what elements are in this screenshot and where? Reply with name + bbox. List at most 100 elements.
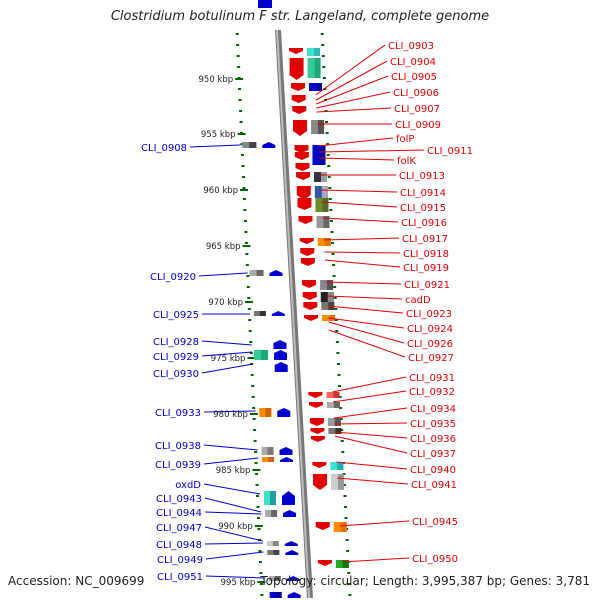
forward-gene-arrow: [303, 302, 318, 310]
gene-label-left: CLI_0947: [156, 523, 202, 534]
forward-gene-arrow: [289, 58, 304, 80]
gene-label-right: CLI_0931: [409, 373, 455, 384]
gene-feature-box-shade: [268, 457, 275, 462]
gene-feature-box-shade: [271, 510, 278, 517]
axis-highlight: [276, 29, 310, 599]
gene-feature-box: [258, 0, 272, 8]
gene-label-right: CLI_0909: [395, 120, 441, 131]
forward-gene-arrow: [304, 315, 319, 321]
reverse-gene-arrow: [277, 408, 291, 417]
leader-line-left: [203, 410, 256, 413]
gene-feature-box-shade: [333, 392, 340, 398]
reverse-gene-arrow: [271, 311, 285, 316]
forward-gene-arrow: [294, 145, 309, 153]
reverse-gene-arrow: [280, 457, 294, 462]
gene-feature-box-shade: [327, 292, 334, 302]
gene-label-right: CLI_0918: [403, 249, 449, 260]
leader-line-right: [339, 520, 410, 527]
reverse-gene-arrow: [274, 362, 288, 372]
gene-label-left: CLI_0933: [155, 408, 201, 419]
leader-line-left: [201, 363, 253, 374]
gene-label-right: CLI_0941: [411, 480, 457, 491]
gene-feature-box-shade: [274, 576, 281, 581]
gene-label-left: CLI_0939: [155, 460, 201, 471]
leader-line-right: [322, 217, 399, 223]
accession-label: Accession: NC_009699: [8, 574, 145, 588]
leader-line-right: [315, 60, 388, 101]
gene-label-right: CLI_0936: [410, 434, 456, 445]
reverse-gene-arrow: [273, 340, 287, 349]
gene-feature-box: [320, 280, 334, 290]
forward-gene-arrow: [300, 258, 315, 266]
gene-feature-box-shade: [273, 550, 280, 555]
leader-line-right: [333, 407, 408, 419]
gene-label-right: CLI_0905: [391, 72, 437, 83]
leader-line-right: [337, 477, 409, 485]
forward-gene-arrow: [290, 83, 305, 91]
gene-label-right: CLI_0924: [407, 324, 453, 335]
gene-label-right: CLI_0950: [412, 554, 458, 565]
forward-gene-arrow: [296, 186, 311, 200]
leader-line-right: [334, 435, 408, 454]
forward-gene-arrow: [310, 436, 325, 442]
gene-feature-box: [327, 418, 341, 426]
gene-label-left: CLI_0925: [153, 310, 199, 321]
leader-line-left: [198, 272, 248, 277]
leader-line-left: [204, 526, 263, 542]
gene-label-left: CLI_0929: [153, 352, 199, 363]
leader-line-right: [326, 295, 403, 300]
forward-gene-arrow: [298, 216, 313, 224]
leader-line-left: [203, 457, 259, 465]
kbp-label: 970 kbp: [208, 298, 243, 308]
gene-label-right: CLI_0911: [427, 146, 473, 157]
forward-gene-arrow: [293, 120, 308, 136]
kbp-label: 985 kbp: [216, 466, 251, 476]
forward-gene-arrow: [289, 48, 304, 54]
gene-feature-box-shade: [333, 402, 340, 408]
gene-label-right: CLI_0937: [410, 449, 456, 460]
gene-feature-box-shade: [314, 48, 321, 56]
forward-gene-arrow: [313, 474, 328, 490]
forward-gene-arrow: [299, 238, 314, 244]
gene-label-right: CLI_0919: [403, 263, 449, 274]
leader-line-right: [324, 251, 401, 254]
gene-label-right: CLI_0907: [394, 104, 440, 115]
leader-line-right: [316, 107, 392, 113]
leader-line-left: [189, 144, 241, 148]
gene-feature-box-shade: [337, 462, 344, 470]
gene-label-left: CLI_0951: [157, 572, 203, 583]
gene-label-left: CLI_0949: [157, 555, 203, 566]
leader-line-right: [321, 201, 398, 208]
gene-label-right: CLI_0906: [393, 88, 439, 99]
gene-feature-box-shade: [319, 145, 326, 165]
leader-line-left: [203, 483, 261, 495]
leader-line-right: [319, 157, 395, 161]
gene-label-left: CLI_0944: [156, 508, 202, 519]
gene-label-right: folP: [396, 134, 414, 145]
forward-gene-arrow: [300, 248, 315, 256]
gene-feature-box: [307, 48, 321, 56]
leader-line-right: [328, 317, 405, 329]
gene-label-left: oxdD: [175, 480, 201, 491]
leader-line-right: [323, 237, 400, 241]
leader-line-right: [332, 390, 407, 403]
genome-axis: [275, 29, 313, 599]
gene-feature-box-shade: [322, 198, 329, 212]
gene-feature-box: [333, 522, 347, 532]
gene-label-right: CLI_0921: [404, 280, 450, 291]
gene-label-right: CLI_0945: [412, 517, 458, 528]
leader-line-right: [334, 431, 408, 439]
leader-line-right: [334, 422, 408, 425]
gene-labels: CLI_0903 CLI_0904 CLI_0905 CLI_0906 CLI_0907…: [141, 41, 473, 583]
forward-gene-arrow: [291, 95, 306, 103]
gene-feature-box-shade: [334, 418, 341, 426]
reverse-gene-arrow: [279, 447, 293, 455]
gene-feature-box: [317, 238, 331, 246]
reverse-gene-arrow: [284, 541, 298, 546]
leader-line-right: [328, 321, 405, 344]
gene-label-right: CLI_0932: [409, 387, 455, 398]
gene-feature-box-shade: [315, 83, 322, 91]
gene-label-left: CLI_0943: [156, 494, 202, 505]
forward-gene-arrow: [302, 280, 317, 288]
